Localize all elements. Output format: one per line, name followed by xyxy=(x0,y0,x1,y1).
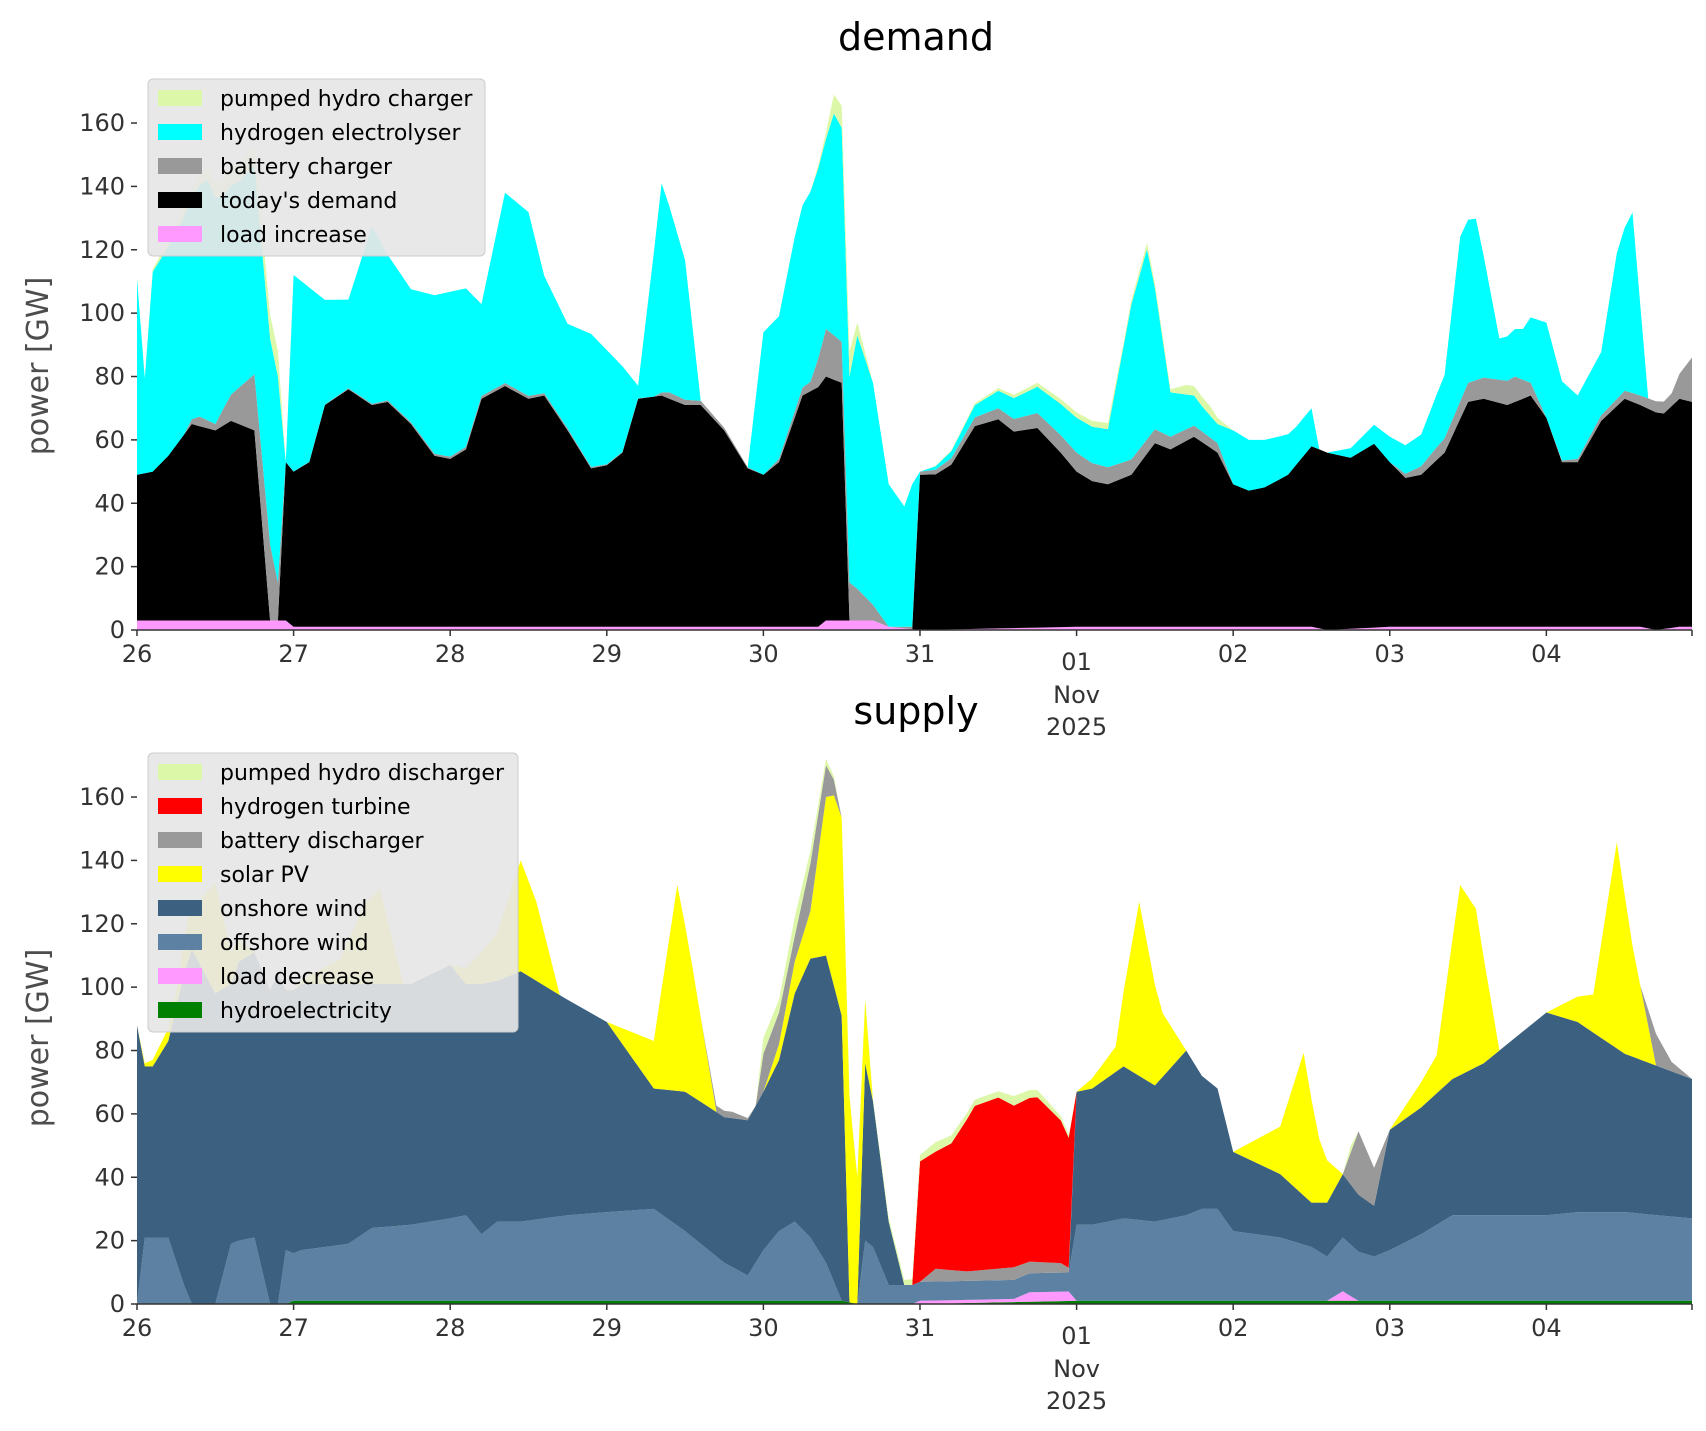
x-tick-label: 04 xyxy=(1531,640,1562,668)
legend-label: battery discharger xyxy=(220,829,425,854)
x-tick-label: 29 xyxy=(592,1314,623,1342)
legend-label: today's demand xyxy=(220,189,397,214)
x-tick-label: 28 xyxy=(435,640,466,668)
x-tick-label: 27 xyxy=(278,1314,309,1342)
area-hydrogen-electrolyser xyxy=(137,113,1692,627)
x-tick-label: 30 xyxy=(748,1314,779,1342)
legend-swatch-onshore-wind xyxy=(158,900,202,916)
x-tick-month-label: Nov xyxy=(1053,1355,1100,1383)
x-tick-label: 03 xyxy=(1374,1314,1405,1342)
x-tick-label: 02 xyxy=(1218,1314,1249,1342)
y-tick-label: 100 xyxy=(79,973,125,1001)
legend-swatch-hydrogen-turbine xyxy=(158,798,202,814)
y-axis-label: power [GW] xyxy=(21,949,56,1128)
legend: pumped hydro discharger hydrogen turbine… xyxy=(147,752,519,1033)
legend-label: solar PV xyxy=(220,863,309,888)
legend-label: offshore wind xyxy=(220,931,369,956)
demand-chart: demand power [GW] 0204060801001201401602… xyxy=(21,15,1693,741)
x-tick-label: 31 xyxy=(905,1314,936,1342)
legend-label: hydroelectricity xyxy=(220,999,392,1024)
y-tick-label: 80 xyxy=(94,1037,125,1065)
x-tick-label: 26 xyxy=(122,640,153,668)
chart-title: supply xyxy=(853,689,978,733)
x-tick-label: 03 xyxy=(1374,640,1405,668)
y-tick-label: 140 xyxy=(79,846,125,874)
series-layer xyxy=(137,94,1692,630)
x-tick-month-label: Nov xyxy=(1053,681,1100,709)
legend-label: pumped hydro charger xyxy=(220,87,473,112)
y-tick-label: 160 xyxy=(79,109,125,137)
y-tick-label: 160 xyxy=(79,783,125,811)
legend-swatch-battery-charger xyxy=(158,158,202,174)
x-tick-label: 01 xyxy=(1061,1322,1092,1350)
y-tick-label: 140 xyxy=(79,172,125,200)
x-tick-label: 31 xyxy=(905,640,936,668)
y-tick-label: 20 xyxy=(94,1227,125,1255)
x-tick-label: 04 xyxy=(1531,1314,1562,1342)
legend-box xyxy=(147,752,519,1033)
legend: pumped hydro charger hydrogen electrolys… xyxy=(147,78,486,257)
x-tick-label: 30 xyxy=(748,640,779,668)
legend-label: battery charger xyxy=(220,155,393,180)
legend-swatch-hydrogen-electrolyser xyxy=(158,124,202,140)
supply-chart: supply power [GW] 0204060801001201401602… xyxy=(21,689,1693,1415)
legend-swatch-offshore-wind xyxy=(158,934,202,950)
legend-swatch-solar-pv xyxy=(158,866,202,882)
legend-swatch-load-increase xyxy=(158,226,202,242)
x-tick-label: 01 xyxy=(1061,648,1092,676)
y-tick-label: 120 xyxy=(79,910,125,938)
y-tick-label: 0 xyxy=(110,1290,125,1318)
x-tick-label: 28 xyxy=(435,1314,466,1342)
x-tick-label: 29 xyxy=(592,640,623,668)
y-tick-label: 40 xyxy=(94,1163,125,1191)
y-tick-label: 0 xyxy=(110,616,125,644)
chart-title: demand xyxy=(838,15,994,59)
y-tick-label: 120 xyxy=(79,236,125,264)
legend-swatch-pumped-hydro-discharger xyxy=(158,764,202,780)
y-tick-label: 60 xyxy=(94,1100,125,1128)
area-onshore-wind xyxy=(137,949,1692,1304)
legend-swatch-hydroelectricity xyxy=(158,1002,202,1018)
y-tick-label: 40 xyxy=(94,489,125,517)
legend-label: hydrogen electrolyser xyxy=(220,121,461,146)
y-tick-label: 80 xyxy=(94,363,125,391)
legend-label: load decrease xyxy=(220,965,374,990)
y-tick-label: 20 xyxy=(94,553,125,581)
legend-label: pumped hydro discharger xyxy=(220,761,505,786)
series-layer xyxy=(137,759,1692,1304)
legend-swatch-todays-demand xyxy=(158,192,202,208)
x-tick-label: 26 xyxy=(122,1314,153,1342)
y-tick-label: 60 xyxy=(94,426,125,454)
legend-swatch-pumped-hydro-charger xyxy=(158,90,202,106)
area-hydroelectricity xyxy=(137,1300,1692,1304)
area-offshore-wind xyxy=(137,1208,1692,1304)
area-load-increase xyxy=(137,620,1692,630)
area-solar-pv xyxy=(137,795,1692,1304)
legend-swatch-battery-discharger xyxy=(158,832,202,848)
y-tick-label: 100 xyxy=(79,299,125,327)
legend-swatch-load-decrease xyxy=(158,968,202,984)
legend-box xyxy=(147,78,486,257)
x-tick-label: 27 xyxy=(278,640,309,668)
x-tick-year-label: 2025 xyxy=(1046,1387,1107,1415)
legend-label: onshore wind xyxy=(220,897,367,922)
area-today-s-demand xyxy=(137,376,1692,630)
y-axis-label: power [GW] xyxy=(21,277,56,456)
x-tick-year-label: 2025 xyxy=(1046,713,1107,741)
legend-label: hydrogen turbine xyxy=(220,795,411,820)
x-tick-label: 02 xyxy=(1218,640,1249,668)
legend-label: load increase xyxy=(220,223,367,248)
